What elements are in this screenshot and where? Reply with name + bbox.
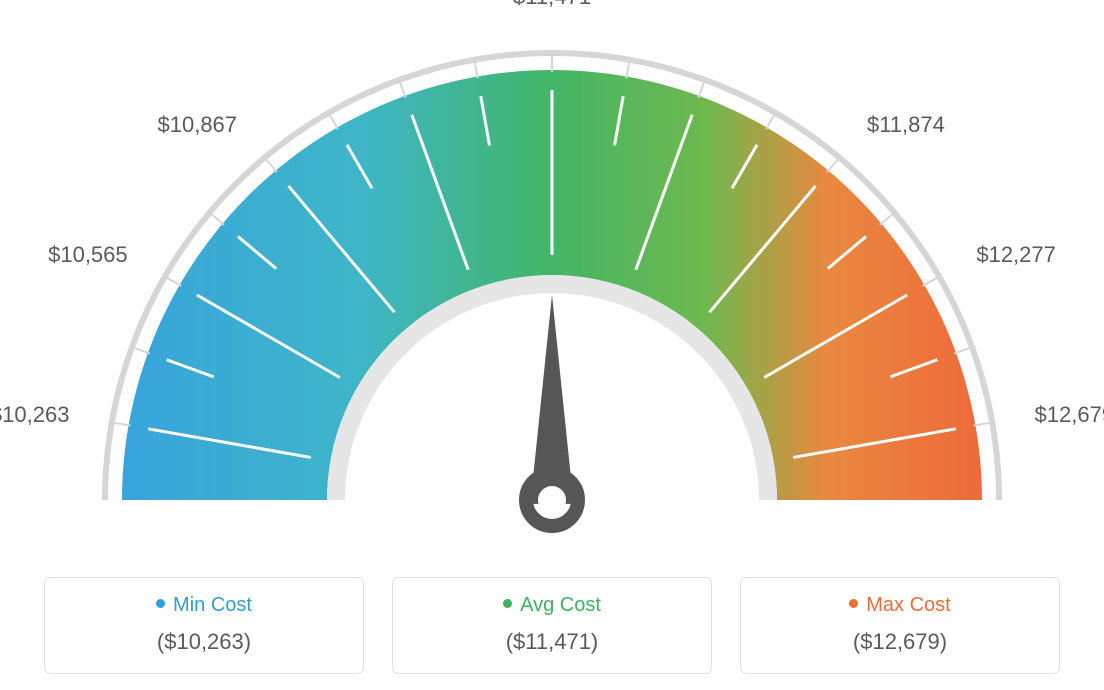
legend-title-max-text: Max Cost	[866, 594, 950, 616]
legend-title-avg-text: Avg Cost	[520, 594, 601, 616]
legend-value-avg: ($11,471)	[403, 629, 701, 655]
legend-row: Min Cost ($10,263) Avg Cost ($11,471) Ma…	[0, 577, 1104, 674]
gauge-tick-label: $10,867	[158, 112, 238, 138]
legend-title-max: Max Cost	[751, 594, 1049, 617]
legend-dot-max	[849, 599, 858, 608]
gauge-svg	[0, 0, 1104, 560]
cost-gauge-container: $10,263 $10,565 $10,867 $11,471 $11,874 $12,2…	[0, 0, 1104, 690]
legend-card-min: Min Cost ($10,263)	[44, 577, 364, 674]
gauge-tick-label: $12,679	[1035, 402, 1104, 428]
legend-title-avg: Avg Cost	[403, 594, 701, 617]
gauge-tick-label: $12,277	[976, 242, 1056, 268]
gauge-tick-label: $11,874	[867, 112, 945, 138]
legend-card-max: Max Cost ($12,679)	[740, 577, 1060, 674]
gauge-tick-label: $11,471	[513, 0, 591, 10]
legend-title-min-text: Min Cost	[173, 594, 252, 616]
gauge-chart: $10,263 $10,565 $10,867 $11,471 $11,874 $12,2…	[0, 0, 1104, 560]
legend-dot-avg	[503, 599, 512, 608]
legend-value-max: ($12,679)	[751, 629, 1049, 655]
gauge-tick-label: $10,263	[0, 402, 69, 428]
legend-title-min: Min Cost	[55, 594, 353, 617]
legend-value-min: ($10,263)	[55, 629, 353, 655]
gauge-tick-label: $10,565	[48, 242, 128, 268]
legend-dot-min	[156, 599, 165, 608]
legend-card-avg: Avg Cost ($11,471)	[392, 577, 712, 674]
